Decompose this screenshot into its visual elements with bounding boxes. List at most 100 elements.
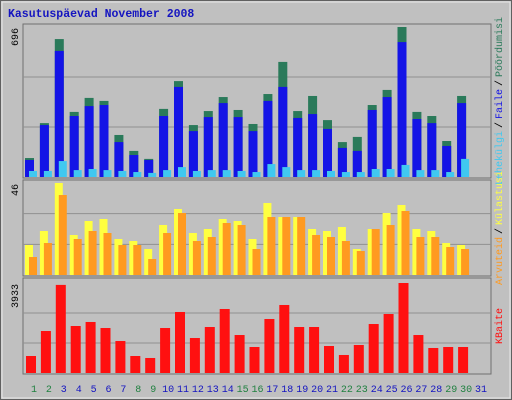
bar xyxy=(54,50,64,178)
bar xyxy=(401,211,410,275)
bar xyxy=(26,355,36,373)
legend-label: Külastusi xyxy=(494,171,506,225)
bar xyxy=(222,223,231,275)
bar xyxy=(39,125,49,177)
legend-label: Arvuteid xyxy=(494,237,506,285)
bar xyxy=(371,169,380,177)
x-tick-label: 7 xyxy=(120,385,126,396)
bar xyxy=(40,331,51,373)
bar xyxy=(446,172,455,177)
bar xyxy=(43,243,52,275)
x-tick-label: 21 xyxy=(326,385,338,396)
legend-label: Faile xyxy=(494,89,506,119)
bar xyxy=(234,335,245,373)
bar xyxy=(458,347,469,373)
bar xyxy=(323,128,332,177)
x-tick-label: 31 xyxy=(475,385,487,396)
bar xyxy=(58,195,67,275)
bar xyxy=(282,167,291,177)
x-tick-label: 20 xyxy=(311,385,323,396)
bar xyxy=(312,170,321,177)
bar xyxy=(163,170,172,177)
bar xyxy=(294,327,305,373)
bar xyxy=(293,117,303,177)
bar xyxy=(218,103,228,177)
bar xyxy=(130,355,141,373)
bar xyxy=(203,117,213,177)
x-tick-label: 19 xyxy=(296,385,308,396)
bar xyxy=(401,164,410,177)
bar xyxy=(327,170,335,177)
bar xyxy=(237,170,246,177)
bar xyxy=(148,172,157,177)
bar xyxy=(207,170,216,177)
x-tick-label: 12 xyxy=(192,385,204,396)
bar xyxy=(204,327,215,373)
bar xyxy=(413,335,424,373)
x-tick-label: 3 xyxy=(61,385,67,396)
bar xyxy=(163,233,172,275)
legend-separator: / xyxy=(494,122,506,128)
bar xyxy=(279,304,290,373)
x-tick-label: 8 xyxy=(135,385,141,396)
legend-separator: / xyxy=(494,228,506,234)
bar xyxy=(248,131,258,177)
bar xyxy=(368,324,379,373)
x-tick-label: 6 xyxy=(105,385,111,396)
bar xyxy=(267,164,276,177)
bar xyxy=(356,172,365,177)
bar xyxy=(341,172,350,177)
bar xyxy=(352,150,362,177)
bar xyxy=(133,245,142,275)
bar xyxy=(189,338,200,373)
bar xyxy=(397,42,407,177)
bar xyxy=(69,116,79,177)
bar xyxy=(73,239,82,275)
x-tick-label: 23 xyxy=(356,385,368,396)
bar xyxy=(219,308,230,373)
bar xyxy=(70,325,81,373)
x-tick-label: 28 xyxy=(430,385,442,396)
bar xyxy=(461,249,470,275)
bar xyxy=(160,328,171,373)
legend-separator: / xyxy=(494,80,506,86)
bar xyxy=(148,259,157,275)
bar xyxy=(263,100,273,177)
bar xyxy=(145,357,156,373)
bar xyxy=(159,116,169,177)
bar xyxy=(237,225,246,275)
bar xyxy=(55,284,66,373)
bar xyxy=(457,103,467,177)
x-tick-label: 14 xyxy=(222,385,234,396)
x-tick-label: 27 xyxy=(415,385,427,396)
bar xyxy=(115,341,126,373)
bar xyxy=(338,354,349,373)
bar xyxy=(278,86,288,177)
bar xyxy=(312,235,321,275)
y-tick-label: 3933 xyxy=(11,284,22,308)
bar xyxy=(192,241,201,275)
bar xyxy=(85,321,96,373)
bar xyxy=(192,170,201,177)
bar xyxy=(188,131,198,177)
x-tick-label: 26 xyxy=(400,385,412,396)
legend: Arvuteid / Külastusi xyxy=(494,171,506,285)
bar xyxy=(174,86,183,177)
bar xyxy=(324,345,334,373)
bar xyxy=(337,147,347,177)
bar xyxy=(382,97,392,177)
x-tick-label: 11 xyxy=(177,385,189,396)
bar xyxy=(118,245,127,275)
bar xyxy=(178,213,186,275)
bar xyxy=(88,231,97,275)
bar xyxy=(264,318,275,373)
bar xyxy=(29,257,37,275)
bar xyxy=(99,105,109,177)
bar xyxy=(58,161,67,177)
bar xyxy=(416,237,425,275)
x-tick-label: 15 xyxy=(237,385,249,396)
bar xyxy=(267,217,276,275)
bar xyxy=(129,155,139,177)
